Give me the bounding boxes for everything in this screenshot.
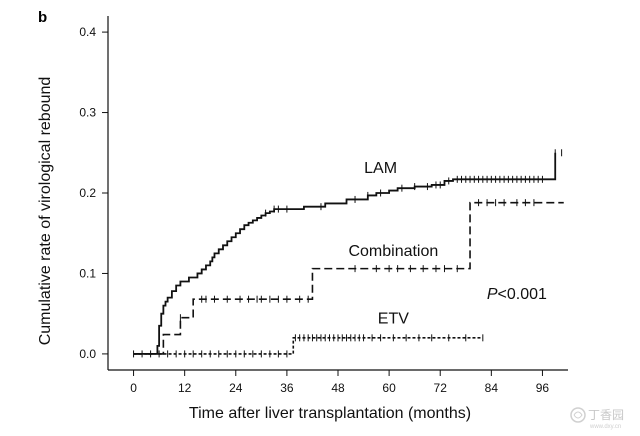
y-tick-label: 0.0 bbox=[79, 347, 96, 361]
series-line-etv bbox=[133, 337, 483, 355]
x-tick-label: 24 bbox=[229, 381, 243, 395]
x-tick-label: 84 bbox=[485, 381, 499, 395]
y-axis-title: Cumulative rate of virological rebound bbox=[37, 77, 54, 346]
watermark-url: www.dxy.cn bbox=[589, 424, 621, 430]
series-line-combination bbox=[133, 201, 564, 355]
x-axis-title: Time after liver transplantation (months… bbox=[189, 405, 471, 422]
series-label-lam: LAM bbox=[364, 160, 397, 177]
x-tick-label: 60 bbox=[382, 381, 396, 395]
watermark-text: 丁香园 bbox=[588, 408, 624, 422]
x-tick-label: 12 bbox=[178, 381, 192, 395]
watermark-logo: 丁香园 www.dxy.cn bbox=[570, 407, 624, 430]
x-tick-label: 48 bbox=[331, 381, 345, 395]
x-tick-label: 0 bbox=[130, 381, 137, 395]
y-tick-label: 0.2 bbox=[79, 186, 96, 200]
y-tick-label: 0.1 bbox=[79, 266, 96, 280]
x-tick-label: 72 bbox=[434, 381, 448, 395]
series-label-combination: Combination bbox=[348, 243, 438, 260]
y-tick-label: 0.4 bbox=[79, 25, 96, 39]
p-value-annotation: P<0.001 bbox=[487, 286, 547, 303]
p-value-text: <0.001 bbox=[498, 286, 547, 303]
series-label-etv: ETV bbox=[378, 310, 409, 327]
x-tick-label: 96 bbox=[536, 381, 550, 395]
labels-layer: LAM Combination ETV P<0.001 bbox=[348, 160, 547, 327]
series-line-lam bbox=[133, 152, 557, 355]
p-value-symbol: P bbox=[487, 286, 498, 303]
x-tick-label: 36 bbox=[280, 381, 294, 395]
axes: 0 12 24 36 48 60 72 84 96 0.0 0.1 0.2 0.3 0.4 bbox=[79, 16, 568, 395]
panel-label: b bbox=[38, 9, 47, 26]
series-layer bbox=[133, 149, 564, 358]
y-tick-label: 0.3 bbox=[79, 106, 96, 120]
